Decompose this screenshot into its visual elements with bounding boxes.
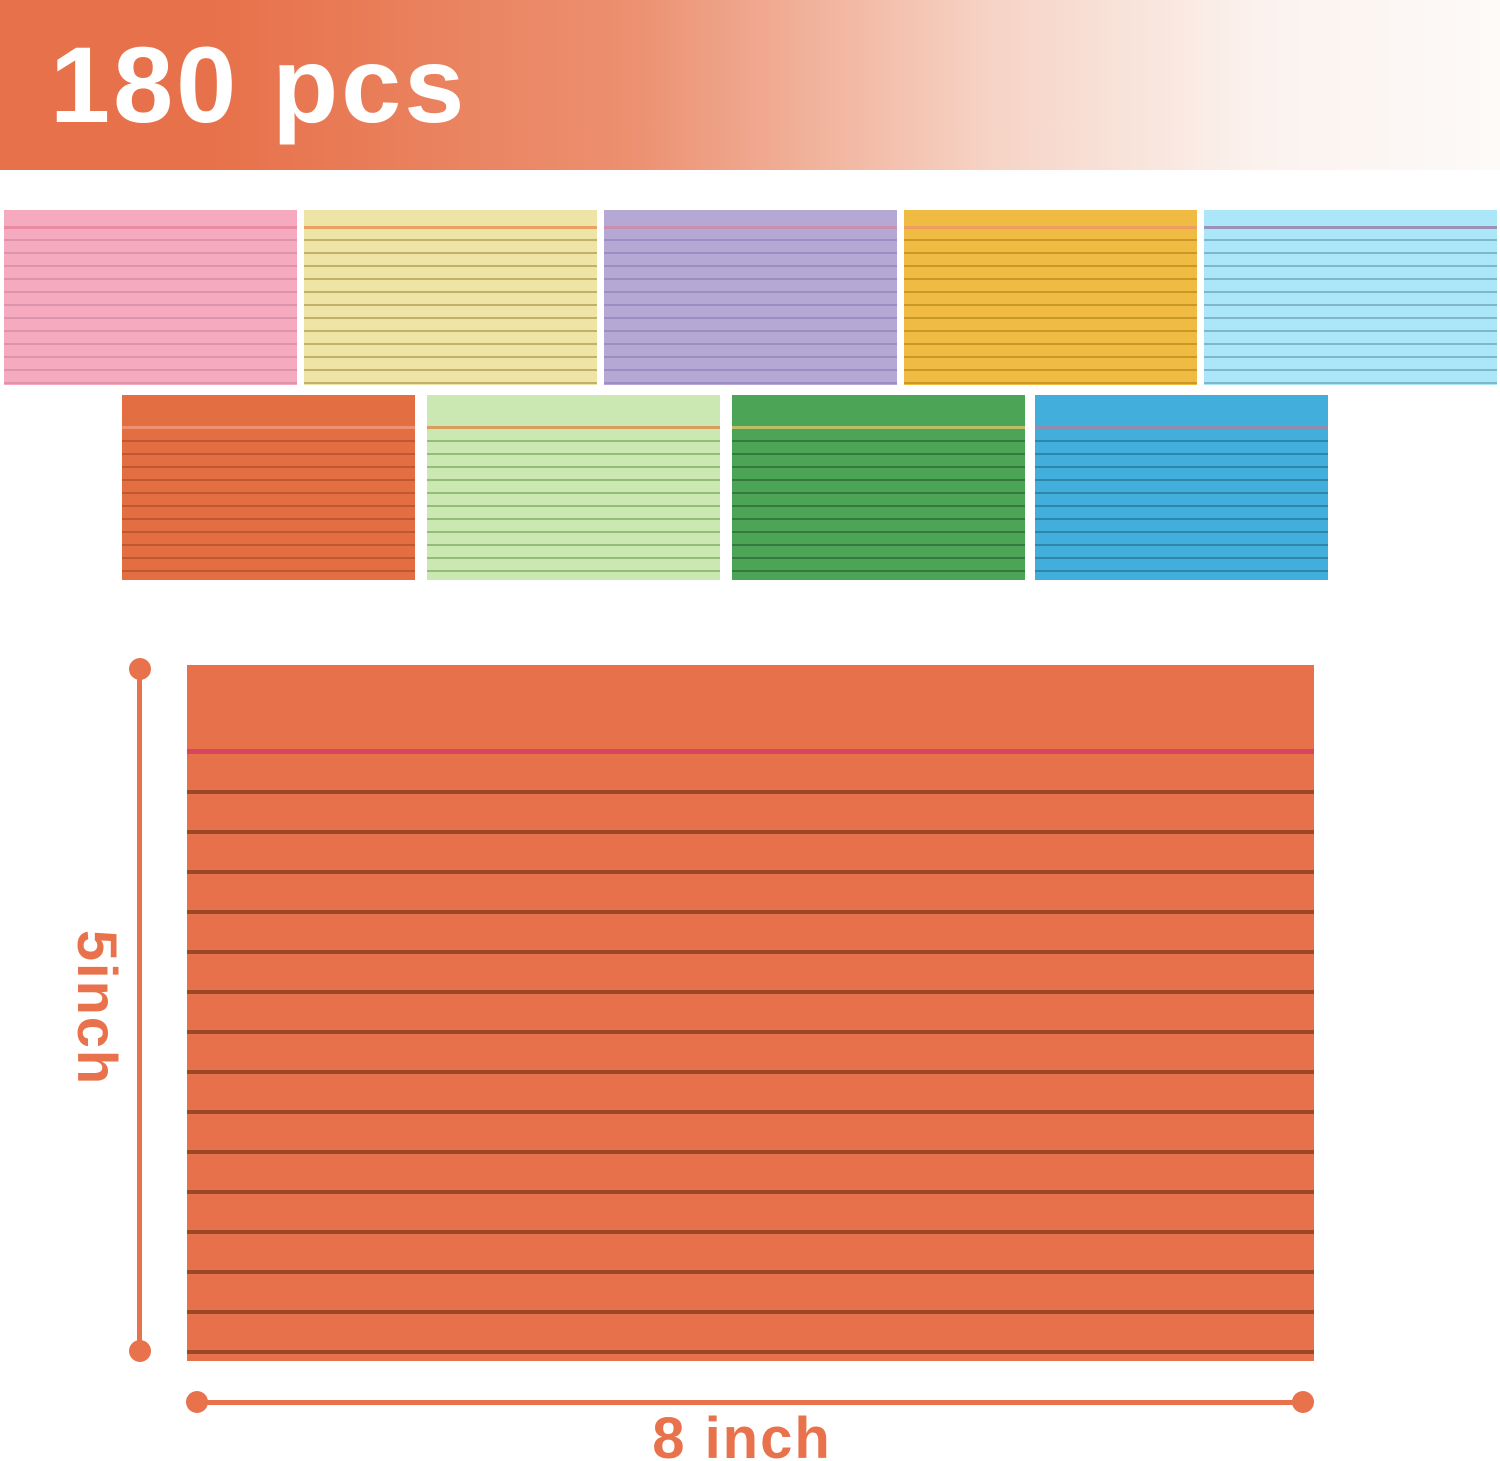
width-dimension-line — [196, 1400, 1303, 1405]
width-dimension-label: 8 inch — [652, 1406, 832, 1461]
index-card-purple — [604, 210, 897, 385]
count-banner: 180 pcs — [0, 0, 1500, 170]
card-ruled-lines — [604, 228, 897, 385]
card-header-line — [1035, 426, 1328, 429]
index-card-sky-blue — [1204, 210, 1497, 385]
dimension-endpoint-dot — [186, 1391, 208, 1413]
card-header-line — [304, 226, 597, 229]
index-card-blue — [1035, 395, 1328, 580]
index-card-green — [732, 395, 1025, 580]
card-ruled-lines — [1035, 429, 1328, 580]
piece-count-label: 180 pcs — [50, 24, 468, 145]
card-ruled-lines — [304, 228, 597, 385]
dimension-endpoint-dot — [129, 1340, 151, 1362]
index-card-orange — [122, 395, 415, 580]
card-ruled-lines — [427, 429, 720, 580]
height-dimension-line — [137, 669, 142, 1352]
card-header-line — [904, 226, 1197, 229]
index-card-cream-yellow — [304, 210, 597, 385]
card-header-line — [122, 426, 415, 429]
index-card-pink — [4, 210, 297, 385]
card-header-line — [187, 749, 1314, 754]
card-ruled-lines — [4, 228, 297, 385]
card-header-line — [604, 226, 897, 229]
featured-index-card — [187, 665, 1314, 1361]
index-card-golden-yellow — [904, 210, 1197, 385]
card-ruled-lines — [187, 754, 1314, 1355]
card-header-line — [427, 426, 720, 429]
card-header-line — [1204, 226, 1497, 229]
card-ruled-lines — [732, 429, 1025, 580]
card-ruled-lines — [904, 228, 1197, 385]
index-card-light-green — [427, 395, 720, 580]
dimension-endpoint-dot — [1292, 1391, 1314, 1413]
dimension-endpoint-dot — [129, 658, 151, 680]
card-header-line — [4, 226, 297, 229]
height-dimension-label: 5inch — [66, 929, 129, 1087]
card-ruled-lines — [1204, 228, 1497, 385]
card-ruled-lines — [122, 429, 415, 580]
card-header-line — [732, 426, 1025, 429]
